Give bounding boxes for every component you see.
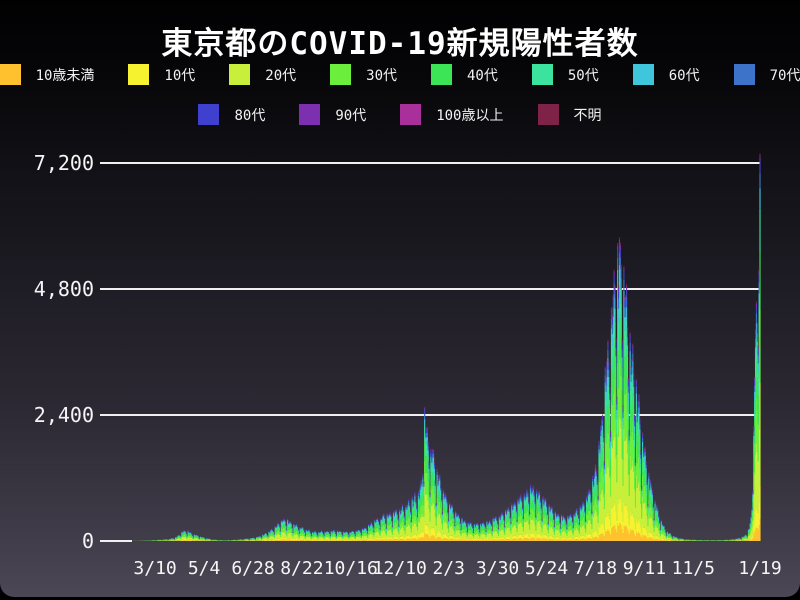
legend-swatch-icon <box>733 64 755 85</box>
legend-item-0-3: 30代 <box>330 64 397 85</box>
legend-label: 10歳未満 <box>35 67 95 84</box>
legend-item-0-7: 70代 <box>733 64 800 85</box>
legend-label: 30代 <box>366 67 397 84</box>
y-tick-label: 7,200 <box>34 151 94 175</box>
x-tick-label: 5/4 <box>188 558 221 579</box>
legend-item-1-0: 80代 <box>198 104 265 125</box>
series-40代 <box>140 252 761 541</box>
x-tick-label: 3/10 <box>133 558 176 579</box>
legend-item-1-1: 90代 <box>299 104 366 125</box>
series-60代 <box>152 188 761 541</box>
x-tick-label: 6/28 <box>231 558 274 579</box>
series-10歳未満 <box>151 518 761 541</box>
y-tick-label: 0 <box>82 529 94 553</box>
legend-item-1-3: 不明 <box>537 104 602 125</box>
legend-item-1-2: 100歳以上 <box>400 104 504 125</box>
legend-swatch-icon <box>198 104 220 125</box>
y-tick-label: 4,800 <box>34 277 94 301</box>
legend-label: 80代 <box>234 107 266 124</box>
x-tick-label: 3/30 <box>476 558 519 579</box>
legend-row-2: 80代 90代 100歳以上 不明 <box>0 104 800 125</box>
x-tick-label: 12/10 <box>373 558 427 579</box>
series-20代 <box>131 382 761 541</box>
series-不明 <box>177 153 761 537</box>
x-tick-label: 11/5 <box>672 558 715 579</box>
legend-item-0-5: 50代 <box>531 64 599 85</box>
legend-item-0-1: 10代 <box>128 64 195 85</box>
legend-label: 70代 <box>769 67 800 84</box>
x-tick-label: 9/11 <box>623 558 666 579</box>
series-30代 <box>137 309 761 541</box>
series-10代 <box>146 485 761 541</box>
legend-item-0-4: 40代 <box>431 64 498 85</box>
series-80代 <box>162 162 761 540</box>
legend-row-1: 10歳未満 10代 20代 30代 40代 50代 60代 70代 <box>0 64 800 85</box>
legend-swatch-icon <box>537 104 559 125</box>
legend-item-0-6: 60代 <box>632 64 700 85</box>
legend-swatch-icon <box>330 64 352 85</box>
legend-item-0-2: 20代 <box>229 64 296 85</box>
legend-swatch-icon <box>128 64 150 85</box>
legend-label: 90代 <box>335 107 367 124</box>
chart-title: 東京都のCOVID-19新規陽性者数 <box>161 26 639 62</box>
legend-swatch-icon <box>0 64 21 85</box>
legend-label: 不明 <box>573 107 602 124</box>
legend-label: 40代 <box>467 67 498 84</box>
legend-label: 100歳以上 <box>436 107 504 124</box>
legend-label: 50代 <box>567 67 599 84</box>
legend-swatch-icon <box>632 64 654 85</box>
series-90代 <box>175 157 761 538</box>
legend-swatch-icon <box>431 64 452 85</box>
legend-swatch-icon <box>229 64 251 85</box>
series-50代 <box>143 208 761 541</box>
x-tick-label: 8/22 <box>280 558 323 579</box>
legend-swatch-icon <box>531 64 553 85</box>
x-tick-label: 2/3 <box>432 558 465 579</box>
legend-swatch-icon <box>299 104 321 125</box>
legend-label: 60代 <box>668 67 700 84</box>
x-tick-label: 10/16 <box>324 558 378 579</box>
legend-item-0-0: 10歳未満 <box>0 64 94 85</box>
legend-swatch-icon <box>400 104 422 125</box>
x-tick-label: 7/18 <box>574 558 617 579</box>
series-70代 <box>156 173 761 541</box>
x-tick-label: 1/19 <box>738 558 781 579</box>
y-tick-label: 2,400 <box>34 403 94 427</box>
series-100歳以上 <box>408 156 761 502</box>
legend-label: 20代 <box>265 67 297 84</box>
legend-label: 10代 <box>164 67 196 84</box>
x-tick-label: 5/24 <box>525 558 568 579</box>
